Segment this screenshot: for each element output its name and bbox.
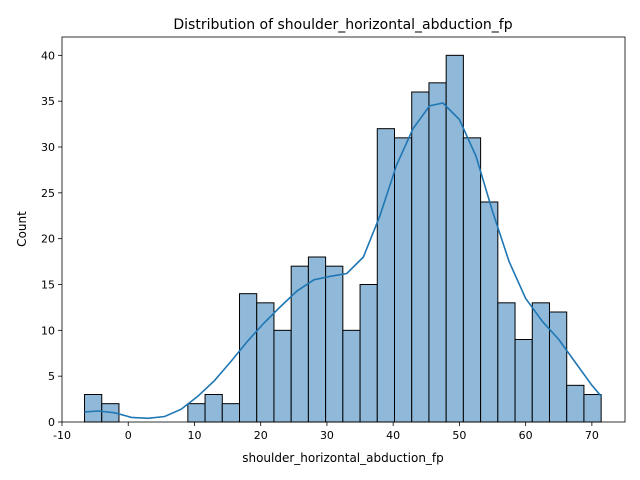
histogram-bar — [342, 329, 361, 423]
kde-line — [84, 102, 602, 420]
y-tick-label: 35 — [41, 95, 55, 108]
histogram-bar — [376, 128, 396, 423]
histogram-bar — [583, 394, 602, 423]
x-tick-label: 70 — [585, 429, 599, 442]
chart-title: Distribution of shoulder_horizontal_abdu… — [173, 17, 512, 33]
histogram-bar — [187, 403, 206, 423]
y-tick-label: 20 — [41, 233, 55, 246]
histogram-bar — [84, 394, 103, 423]
x-axis-label: shoulder_horizontal_abduction_fp — [242, 451, 444, 465]
histogram-bar — [548, 311, 568, 423]
y-tick-label: 40 — [41, 49, 55, 62]
histogram-bar — [497, 302, 516, 423]
y-tick-label: 30 — [41, 141, 55, 154]
histogram-bar — [204, 394, 223, 423]
y-axis-ticks: 0 5 10 15 20 25 30 35 40 — [41, 49, 62, 429]
plot-frame — [61, 36, 626, 423]
x-tick-label: 40 — [386, 429, 400, 442]
y-axis-label: Count — [15, 211, 29, 247]
y-tick-label: 5 — [48, 370, 55, 383]
x-tick-label: 30 — [320, 429, 334, 442]
y-tick-label: 25 — [41, 187, 55, 200]
histogram-bar — [221, 403, 241, 423]
x-tick-label: -10 — [53, 429, 71, 442]
x-tick-label: 0 — [125, 429, 132, 442]
x-tick-label: 10 — [187, 429, 201, 442]
y-tick-label: 0 — [48, 416, 55, 429]
x-axis-ticks: -10 0 10 20 30 40 50 60 70 — [53, 422, 599, 442]
y-tick-label: 10 — [41, 324, 55, 337]
histogram-bar — [514, 339, 533, 423]
histogram-bar — [273, 329, 292, 423]
histogram-bar — [394, 137, 413, 423]
histogram-bar — [428, 82, 447, 423]
bars-layer — [84, 54, 602, 423]
histogram-bar — [239, 293, 258, 423]
x-tick-label: 60 — [519, 429, 533, 442]
x-tick-label: 50 — [452, 429, 466, 442]
histogram-bar — [445, 54, 464, 423]
histogram-bar — [566, 384, 585, 423]
histogram-bar — [411, 91, 430, 423]
histogram-bar — [359, 284, 378, 423]
x-tick-label: 20 — [254, 429, 268, 442]
histogram-bar — [325, 265, 344, 423]
y-tick-label: 15 — [41, 279, 55, 292]
histogram-bar — [462, 137, 482, 423]
histogram-bar — [480, 201, 499, 423]
